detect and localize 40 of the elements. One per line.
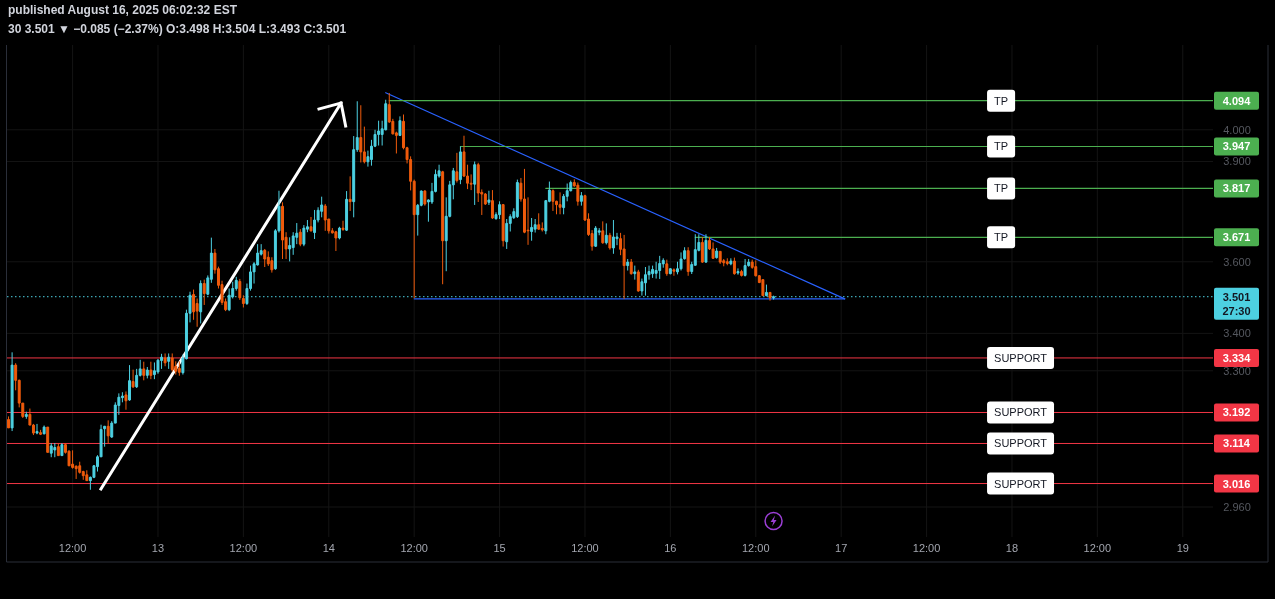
- x-tick-label: 16: [664, 542, 677, 554]
- ref-line-label: 3.114: [1223, 437, 1251, 450]
- x-tick-label: 17: [835, 542, 848, 554]
- chart-title: published August 16, 2025 06:02:32 EST: [8, 3, 238, 17]
- y-tick-label: 3.900: [1223, 155, 1251, 168]
- x-tick-label: 13: [151, 542, 165, 554]
- x-tick-label: 12:00: [571, 542, 599, 554]
- annotation: SUPPORT: [994, 406, 1048, 419]
- ref-line-label: 3.501: [1222, 290, 1251, 303]
- data-label: 3.817: [1222, 182, 1251, 195]
- ref-line-label: 3.192: [1222, 406, 1251, 419]
- annotation: SUPPORT: [994, 477, 1048, 490]
- ref-line-label: 3.016: [1222, 477, 1251, 490]
- y-tick-label: 3.600: [1223, 255, 1251, 268]
- x-tick-label: 12:00: [58, 542, 87, 554]
- annotation: TP: [994, 140, 1009, 153]
- x-tick-label: 18: [1005, 542, 1019, 554]
- data-label: 3.671: [1222, 231, 1251, 244]
- x-tick-label: 12:00: [400, 542, 428, 554]
- x-tick-label: 12:00: [742, 542, 770, 554]
- x-tick-label: 12:00: [912, 542, 941, 554]
- y-tick-label: 3.400: [1223, 327, 1251, 340]
- y-tick-label: 4.000: [1223, 123, 1251, 136]
- x-tick-label: 12:00: [1083, 542, 1112, 554]
- annotation: TP: [994, 182, 1009, 195]
- annotation: TP: [994, 94, 1009, 107]
- annotation: SUPPORT: [994, 351, 1048, 364]
- data-label: 3.947: [1222, 140, 1251, 153]
- data-label: 4.094: [1222, 94, 1252, 107]
- annotation: TP: [994, 231, 1009, 244]
- ref-line-label: 3.334: [1222, 351, 1252, 364]
- text: 27:30: [1222, 304, 1251, 317]
- y-tick-label: 3.300: [1223, 364, 1251, 377]
- x-tick-label: 15: [493, 542, 506, 554]
- x-tick-label: 19: [1176, 542, 1189, 554]
- annotation: SUPPORT: [994, 437, 1048, 450]
- x-tick-label: 14: [322, 542, 335, 554]
- x-tick-label: 12:00: [229, 542, 258, 554]
- chart-subtitle: 30 3.501 ▼ −0.085 (−2.37%) O:3.498 H:3.504 L:3.493 C:3.501: [8, 22, 347, 36]
- y-tick-label: 2.960: [1223, 501, 1251, 514]
